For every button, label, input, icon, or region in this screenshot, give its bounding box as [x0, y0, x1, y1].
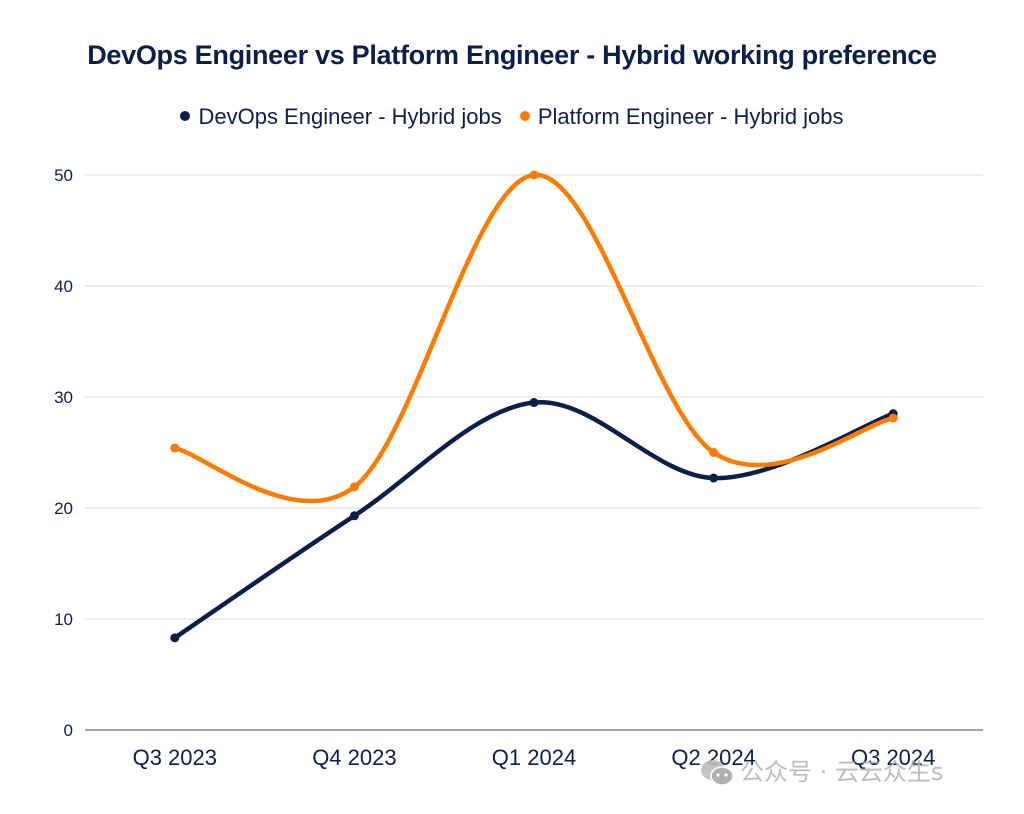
data-point-platform[interactable] — [170, 443, 180, 453]
x-tick-label: Q3 2023 — [133, 745, 217, 770]
data-point-platform[interactable] — [888, 413, 898, 423]
y-tick-label: 50 — [54, 166, 73, 185]
watermark-text: 公众号 · 云云众生s — [740, 758, 944, 786]
data-point-devops[interactable] — [709, 473, 719, 483]
data-point-platform[interactable] — [709, 448, 719, 457]
x-tick-label: Q3 2024 — [851, 745, 935, 770]
legend-marker-devops — [180, 111, 191, 122]
y-tick-label: 40 — [54, 277, 73, 296]
x-tick-label: Q1 2024 — [492, 745, 576, 770]
legend-marker-platform — [519, 111, 530, 122]
data-point-platform[interactable] — [349, 482, 359, 492]
gridlines — [85, 174, 983, 731]
legend: DevOps Engineer - Hybrid jobs Platform E… — [0, 104, 1024, 130]
y-tick-label: 0 — [64, 721, 73, 740]
x-axis: Q3 2023 Q4 2023 Q1 2024 Q2 2024 Q3 2024 — [133, 745, 936, 770]
data-point-platform[interactable] — [529, 170, 539, 180]
series-line-devops — [172, 400, 896, 641]
watermark: 公众号 · 云云众生s — [700, 752, 943, 787]
chart-title: DevOps Engineer vs Platform Engineer - H… — [87, 40, 937, 70]
data-point-devops[interactable] — [170, 633, 180, 643]
data-point-devops[interactable] — [349, 511, 359, 521]
x-tick-label: Q4 2023 — [312, 745, 396, 770]
series-points — [170, 170, 898, 643]
y-tick-label: 30 — [54, 388, 73, 407]
y-tick-label: 20 — [54, 499, 73, 518]
wechat-icon — [700, 759, 734, 787]
legend-item-platform[interactable]: Platform Engineer - Hybrid jobs — [519, 104, 844, 130]
series-line-platform — [172, 172, 896, 504]
legend-item-devops[interactable]: DevOps Engineer - Hybrid jobs — [180, 104, 502, 130]
y-axis: 0 10 20 30 40 50 — [54, 166, 73, 740]
y-tick-label: 10 — [54, 610, 73, 629]
legend-label-platform: Platform Engineer - Hybrid jobs — [537, 104, 844, 129]
legend-label-devops: DevOps Engineer - Hybrid jobs — [198, 104, 502, 129]
data-point-devops[interactable] — [529, 398, 539, 408]
